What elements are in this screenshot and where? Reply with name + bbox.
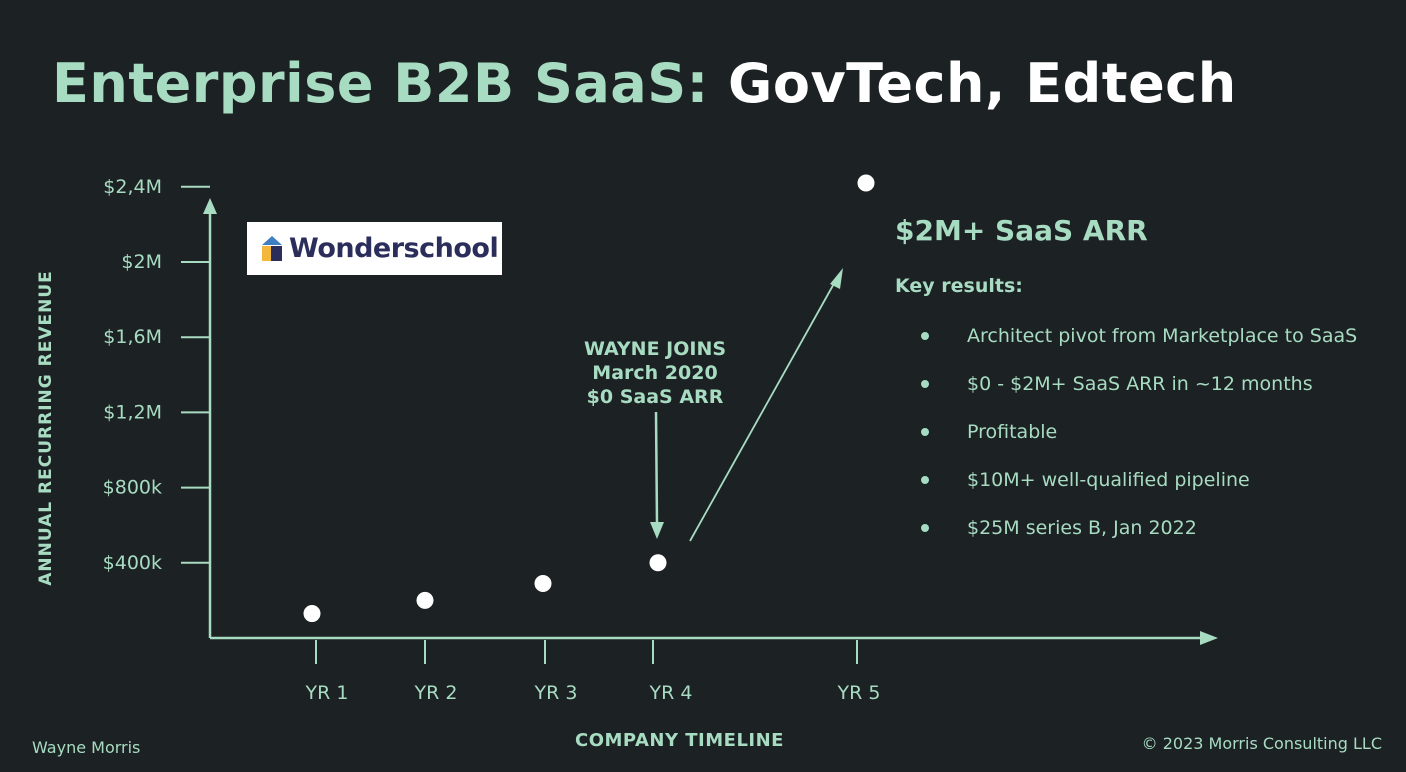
result-text: $10M+ well-qualified pipeline xyxy=(967,469,1250,491)
y-tick-label: $2,4M xyxy=(103,176,162,198)
author-name: Wayne Morris xyxy=(32,738,141,757)
x-axis-ticks: YR 1 YR 2 YR 3 YR 4 YR 5 xyxy=(305,640,881,704)
data-point xyxy=(856,173,876,193)
data-point xyxy=(648,553,668,573)
y-tick-label: $1,2M xyxy=(103,401,162,423)
x-tick-label: YR 4 xyxy=(649,682,693,704)
key-results-list: Architect pivot from Marketplace to SaaS… xyxy=(918,322,1357,562)
list-item: $10M+ well-qualified pipeline xyxy=(918,466,1357,514)
title-part-1: Enterprise B2B SaaS: xyxy=(52,52,709,115)
data-points xyxy=(302,173,876,624)
annotation-arrowhead-icon xyxy=(650,522,664,539)
x-tick-label: YR 3 xyxy=(534,682,578,704)
y-tick-label: $400k xyxy=(103,552,162,574)
wayne-joins-annotation: WAYNE JOINS March 2020 $0 SaaS ARR xyxy=(560,337,750,409)
annotation-line-2: March 2020 xyxy=(592,362,718,384)
data-point xyxy=(533,573,553,593)
bullet-icon xyxy=(921,332,929,340)
y-tick-label: $2M xyxy=(121,251,162,273)
chart-arrows xyxy=(650,268,843,542)
list-item: Architect pivot from Marketplace to SaaS xyxy=(918,322,1357,370)
annotation-arrow-line xyxy=(654,411,659,525)
chart-axes xyxy=(203,198,1218,645)
wonderschool-logo-icon xyxy=(262,235,282,261)
bullet-icon xyxy=(921,524,929,532)
result-text: $25M series B, Jan 2022 xyxy=(967,517,1197,539)
arr-headline: $2M+ SaaS ARR xyxy=(895,214,1148,247)
data-point xyxy=(302,604,322,624)
wonderschool-logo: Wonderschool xyxy=(247,222,502,275)
logo-text: Wonderschool xyxy=(289,233,499,264)
slide-title: Enterprise B2B SaaS: GovTech, Edtech xyxy=(52,52,1237,115)
data-point xyxy=(415,590,435,610)
growth-arrow-line xyxy=(689,279,837,542)
key-results-title: Key results: xyxy=(895,275,1023,297)
list-item: $0 - $2M+ SaaS ARR in ~12 months xyxy=(918,370,1357,418)
y-axis-ticks: $400k $800k $1,2M $1,6M $2M $2,4M xyxy=(103,176,210,574)
growth-arrowhead-icon xyxy=(830,268,843,289)
x-tick-label: YR 2 xyxy=(414,682,458,704)
x-axis-arrowhead-icon xyxy=(1200,631,1218,645)
result-text: Architect pivot from Marketplace to SaaS xyxy=(967,325,1358,347)
copyright-text: © 2023 Morris Consulting LLC xyxy=(1141,734,1382,753)
annotation-line-1: WAYNE JOINS xyxy=(583,338,727,360)
x-tick-label: YR 5 xyxy=(837,682,881,704)
y-tick-label: $800k xyxy=(103,477,162,499)
y-axis-arrowhead-icon xyxy=(203,198,217,214)
bullet-icon xyxy=(921,380,929,388)
bullet-icon xyxy=(921,476,929,484)
y-tick-label: $1,6M xyxy=(103,326,162,348)
y-axis-title: ANNUAL RECURRING REVENUE xyxy=(36,270,56,586)
result-text: Profitable xyxy=(967,421,1058,443)
result-text: $0 - $2M+ SaaS ARR in ~12 months xyxy=(967,373,1313,395)
title-part-2: GovTech, Edtech xyxy=(728,52,1237,115)
list-item: Profitable xyxy=(918,418,1357,466)
x-axis-title: COMPANY TIMELINE xyxy=(575,730,784,751)
x-tick-label: YR 1 xyxy=(305,682,349,704)
list-item: $25M series B, Jan 2022 xyxy=(918,514,1357,562)
annotation-line-3: $0 SaaS ARR xyxy=(586,386,724,408)
bullet-icon xyxy=(921,428,929,436)
